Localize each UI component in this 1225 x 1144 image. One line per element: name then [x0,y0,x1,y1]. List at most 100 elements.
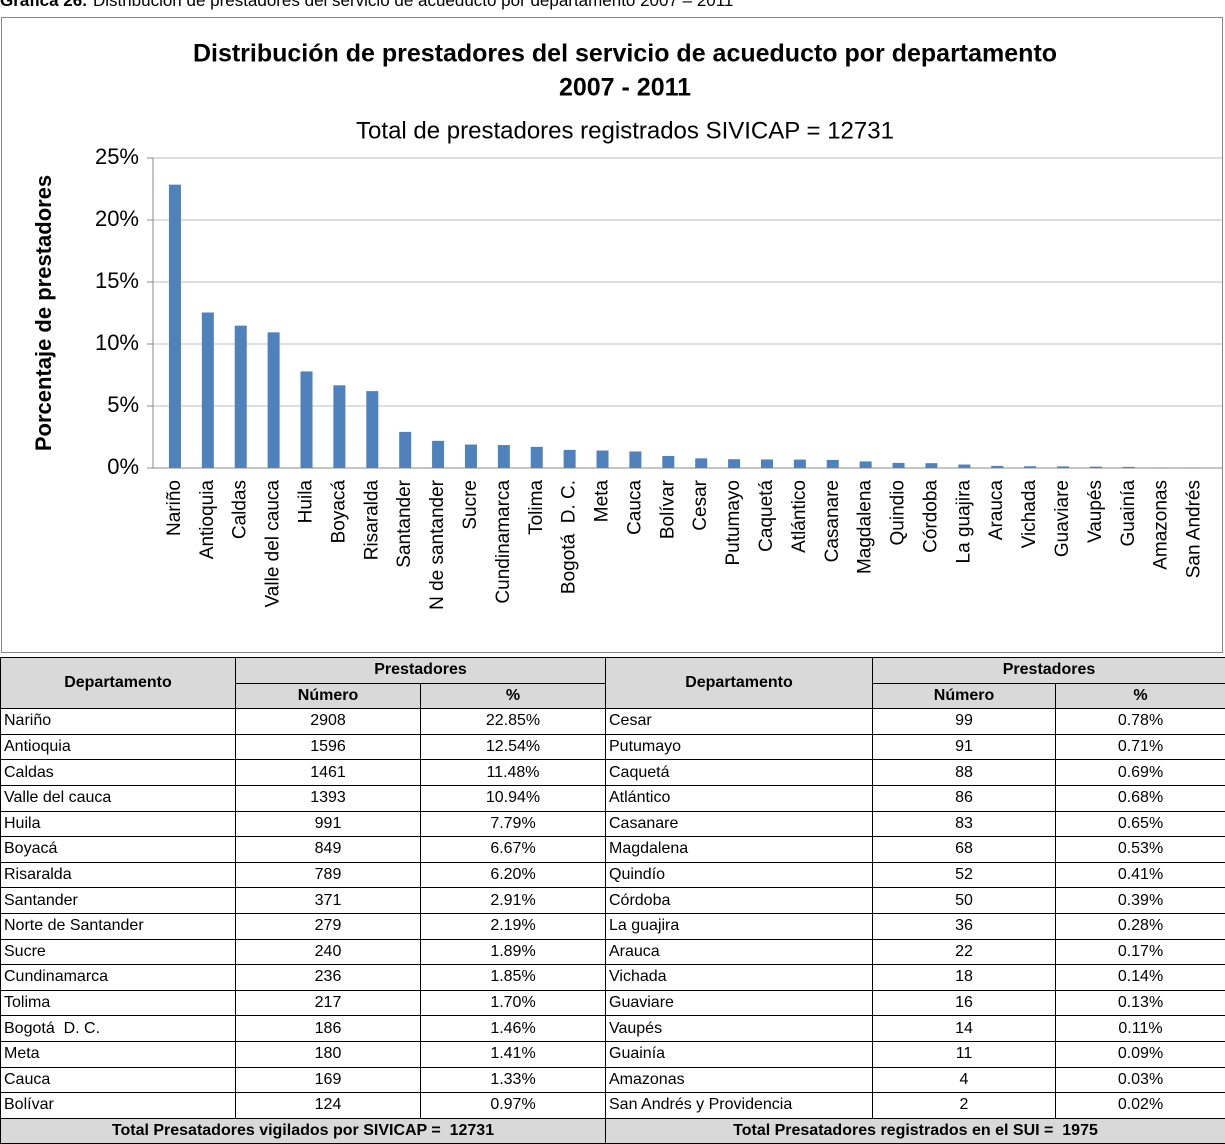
table-row: Sucre 240 1.89% Arauca 22 0.17% [0,938,1225,966]
table-cell: Huila [0,810,236,838]
table-cell: 0.14% [1055,964,1225,991]
chart-title: Distribución de prestadores del servicio… [193,40,1057,68]
bar [1024,466,1037,468]
table-cell: Arauca [605,938,873,966]
table-cell: 1.41% [420,1040,606,1068]
table-cell: 10.94% [420,784,606,812]
x-tick-label: Cesar [690,479,711,530]
table-cell: 16 [872,989,1056,1017]
table-cell: Caquetá [605,759,873,786]
table-cell: Norte de Santander [0,912,236,940]
header-cell: Departamento [0,656,236,710]
bar [793,459,806,468]
table-cell: 789 [235,861,421,889]
table-cell: 0.97% [420,1092,606,1119]
x-tick-label: San Andrés [1184,480,1205,578]
table-cell: 1.89% [420,938,606,966]
table-cell: Caldas [0,759,236,786]
table-cell: 0.68% [1055,784,1225,812]
table-cell: 0.28% [1055,912,1225,940]
table-cell: 0.02% [1055,1092,1225,1119]
bar [201,312,214,468]
caption: Gráfica 26. Distribución de prestadores d… [0,0,733,11]
bar [168,184,181,468]
table-cell: 2908 [235,708,421,735]
table-cell: 86 [872,784,1056,812]
x-tick-label: La guajira [953,480,974,564]
table-cell: 0.03% [1055,1066,1225,1094]
table-cell: Atlántico [605,784,873,812]
table-cell: 36 [872,912,1056,940]
table-cell: 88 [872,759,1056,786]
table-cell: 11 [872,1040,1056,1068]
table-cell: 11.48% [420,759,606,786]
bar [859,461,872,468]
table-cell: Vaupés [605,1015,873,1042]
table-row: Caldas 1461 11.48% Caquetá 88 0.69% [0,759,1225,786]
bar [826,459,839,468]
x-tick-label: Vichada [1019,480,1040,549]
table-cell: 0.65% [1055,810,1225,838]
bar [991,465,1004,468]
table-row: Bogotá D. C. 186 1.46% Vaupés 14 0.11% [0,1015,1225,1042]
bar [300,371,313,468]
x-tick-label: Cundinamarca [493,480,514,604]
bar [1122,466,1135,468]
y-axis-label: Porcentaje de prestadores [31,175,56,451]
table-row: Santander 371 2.91% Córdoba 50 0.39% [0,887,1225,914]
x-tick-label: Guainía [1118,480,1139,547]
table-cell: San Andrés y Providencia [605,1092,873,1119]
table-cell: 180 [235,1040,421,1068]
table-cell: Vichada [605,964,873,991]
table-cell: 83 [872,810,1056,838]
x-tick-label: Atlántico [789,480,810,553]
chart-title: 2007 - 2011 [559,74,691,102]
table-cell: 2 [872,1092,1056,1119]
bar [234,325,247,468]
bar [366,391,379,468]
table-cell: 1461 [235,759,421,786]
table-cell: 236 [235,964,421,991]
table-cell: Magdalena [605,836,873,863]
x-tick-label: Arauca [986,480,1007,541]
x-tick-label: Nariño [164,480,185,536]
table-cell: La guajira [605,912,873,940]
x-tick-label: Tolima [526,480,547,535]
table-cell: Quindío [605,861,873,889]
table-cell: Sucre [0,938,236,966]
table-cell: 1.85% [420,964,606,991]
table-cell: 279 [235,912,421,940]
y-tick-label: 5% [107,392,139,417]
table-cell: 0.71% [1055,733,1225,761]
bar [958,464,971,468]
table-cell: 991 [235,810,421,838]
table-cell: Risaralda [0,861,236,889]
table-cell: 22.85% [420,708,606,735]
table-cell: 1.33% [420,1066,606,1094]
table-row: Antioquia 1596 12.54% Putumayo 91 0.71% [0,733,1225,761]
table-cell: 0.11% [1055,1015,1225,1042]
y-tick-label: 15% [95,268,139,293]
table-cell: 0.39% [1055,887,1225,914]
header-cell: Prestadores [235,657,606,684]
table-row: Huila 991 7.79% Casanare 83 0.65% [0,810,1225,838]
bar [760,459,773,468]
y-tick-label: 0% [107,454,139,479]
x-tick-label: Meta [592,480,613,523]
table-cell: 4 [872,1066,1056,1094]
table-cell: 1.70% [420,989,606,1017]
header-cell: % [1055,682,1225,710]
x-tick-label: Bogotá D. C. [559,480,580,594]
bar [432,440,445,468]
bar [464,444,477,468]
table-cell: 0.13% [1055,989,1225,1017]
bar [695,458,708,468]
table-cell: Bolívar [0,1092,236,1119]
table-row: Tolima 217 1.70% Guaviare 16 0.13% [0,989,1225,1017]
x-tick-label: Vaupés [1085,480,1106,543]
x-tick-label: Boyacá [328,480,349,544]
bar [399,431,412,468]
x-tick-label: Caldas [230,480,251,539]
bar [563,449,576,468]
table-cell: Guainía [605,1040,873,1068]
